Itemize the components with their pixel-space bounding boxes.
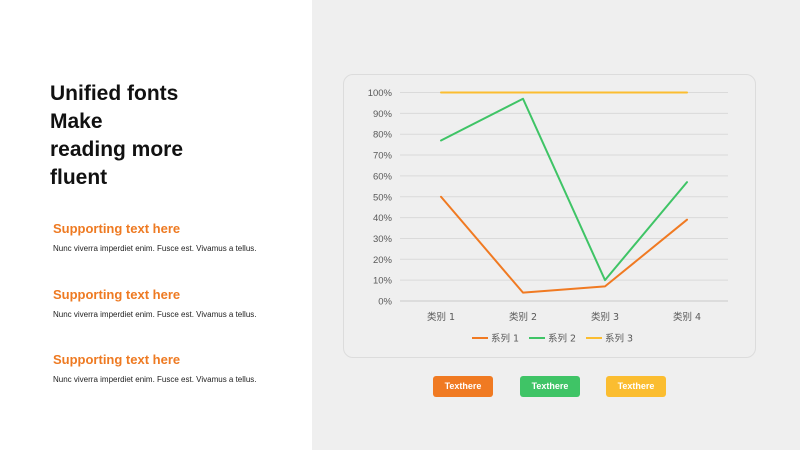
left-panel: Unified fonts Make reading more fluent S… <box>0 0 312 450</box>
headline-line-2: Make <box>50 110 103 133</box>
supporting-block-1: Supporting text here Nunc viverra imperd… <box>53 221 303 254</box>
headline: Unified fonts Make reading more fluent <box>50 80 300 192</box>
y-tick-label: 30% <box>373 234 393 245</box>
y-tick-label: 90% <box>373 109 393 120</box>
y-tick-label: 40% <box>373 213 393 224</box>
x-tick-label: 类别 1 <box>427 311 455 323</box>
supporting-title: Supporting text here <box>53 221 181 236</box>
series-line-2 <box>440 97 688 282</box>
texthere-button-1[interactable]: Texthere <box>433 376 493 397</box>
legend-label: 系列 2 <box>548 333 576 345</box>
y-tick-label: 50% <box>373 192 393 203</box>
x-tick-label: 类别 4 <box>673 311 701 323</box>
chart-card: 0% 10% 20% 30% 40% 50% 60% 70% 80% 90% 100% 类别 1 类别 … <box>343 74 756 358</box>
y-tick-label: 60% <box>373 171 393 182</box>
supporting-title: Supporting text here <box>53 287 181 302</box>
y-tick-label: 20% <box>373 255 393 266</box>
y-tick-label: 70% <box>373 151 393 162</box>
supporting-block-3: Supporting text here Nunc viverra imperd… <box>53 352 303 385</box>
y-tick-label: 0% <box>378 297 392 308</box>
legend-label: 系列 3 <box>605 333 633 345</box>
texthere-button-2[interactable]: Texthere <box>520 376 580 397</box>
x-tick-label: 类别 2 <box>509 311 537 323</box>
headline-line-4: fluent <box>50 166 108 189</box>
headline-line-1: Unified fonts <box>50 82 179 105</box>
supporting-body: Nunc viverra imperdiet enim. Fusce est. … <box>53 375 257 384</box>
headline-line-3: reading more <box>50 138 184 161</box>
y-tick-label: 10% <box>373 276 393 287</box>
legend-label: 系列 1 <box>491 333 519 345</box>
supporting-body: Nunc viverra imperdiet enim. Fusce est. … <box>53 244 257 253</box>
texthere-button-3[interactable]: Texthere <box>606 376 666 397</box>
y-tick-label: 80% <box>373 130 393 141</box>
x-tick-label: 类别 3 <box>591 311 619 323</box>
series-line-1 <box>440 195 688 294</box>
y-tick-label: 100% <box>368 88 393 99</box>
supporting-body: Nunc viverra imperdiet enim. Fusce est. … <box>53 310 257 319</box>
line-chart: 0% 10% 20% 30% 40% 50% 60% 70% 80% 90% 100% 类别 1 类别 … <box>368 88 728 345</box>
supporting-title: Supporting text here <box>53 352 181 367</box>
supporting-block-2: Supporting text here Nunc viverra imperd… <box>53 287 303 320</box>
